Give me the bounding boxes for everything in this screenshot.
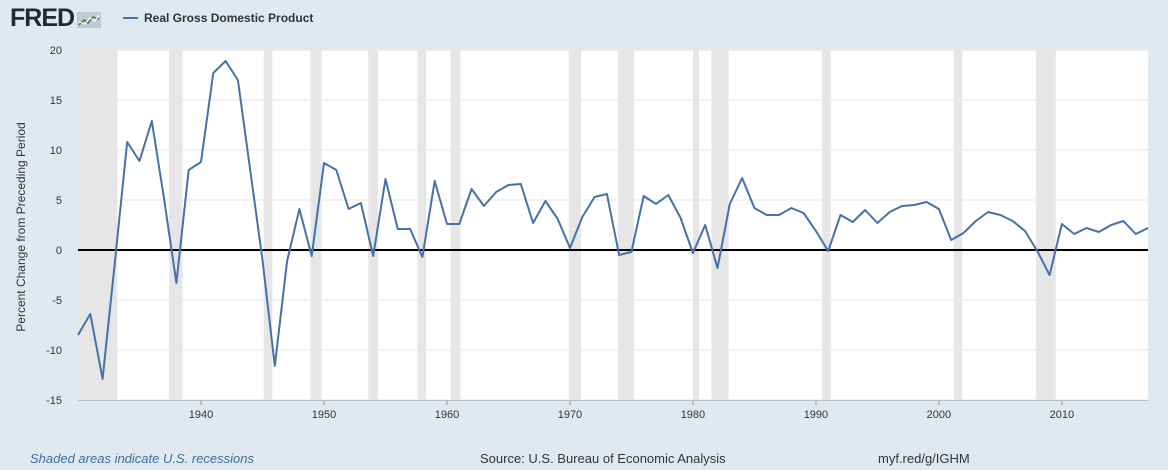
- x-tick-label: 1980: [681, 409, 705, 421]
- x-tick-label: 2000: [927, 409, 951, 421]
- source-note: Source: U.S. Bureau of Economic Analysis: [480, 451, 726, 466]
- y-tick-label: -5: [52, 295, 62, 307]
- recession-band: [78, 50, 118, 400]
- y-axis-label: Percent Change from Preceding Period: [14, 122, 28, 331]
- recession-band: [953, 50, 963, 400]
- chart-legend[interactable]: Real Gross Domestic Product: [123, 11, 313, 25]
- y-tick-label: 15: [50, 95, 62, 107]
- fred-logo[interactable]: FRED: [10, 4, 102, 33]
- recession-band: [169, 50, 183, 400]
- recession-band: [822, 50, 831, 400]
- recession-band: [711, 50, 729, 400]
- short-link[interactable]: myf.red/g/IGHM: [878, 451, 970, 466]
- x-tick-label: 1970: [558, 409, 582, 421]
- recession-band: [368, 50, 379, 400]
- x-tick-label: 1950: [312, 409, 336, 421]
- y-tick-label: -10: [46, 345, 62, 357]
- x-tick-label: 1940: [189, 409, 213, 421]
- y-tick-label: 0: [56, 245, 62, 257]
- x-tick-label: 1960: [435, 409, 459, 421]
- legend-swatch: [123, 17, 138, 19]
- y-tick-label: -15: [46, 395, 62, 407]
- y-tick-label: 20: [50, 45, 62, 57]
- chart-header: FRED Real Gross Domestic Product: [0, 0, 1168, 40]
- recession-note: Shaded areas indicate U.S. recessions: [30, 451, 255, 466]
- recession-band: [568, 50, 582, 400]
- recession-band: [263, 50, 273, 400]
- recession-band: [692, 50, 700, 400]
- x-tick-label: 2010: [1050, 409, 1074, 421]
- recession-band: [417, 50, 427, 400]
- gdp-series-line: [77, 60, 1149, 380]
- y-tick-label: 5: [56, 195, 62, 207]
- x-tick-label: 1990: [804, 409, 828, 421]
- recession-band: [617, 50, 634, 400]
- fred-logo-text: FRED: [10, 4, 75, 32]
- y-tick-label: 10: [50, 145, 62, 157]
- legend-series-label: Real Gross Domestic Product: [144, 11, 314, 25]
- recession-band: [1036, 50, 1056, 400]
- fred-graph-icon: [77, 12, 102, 28]
